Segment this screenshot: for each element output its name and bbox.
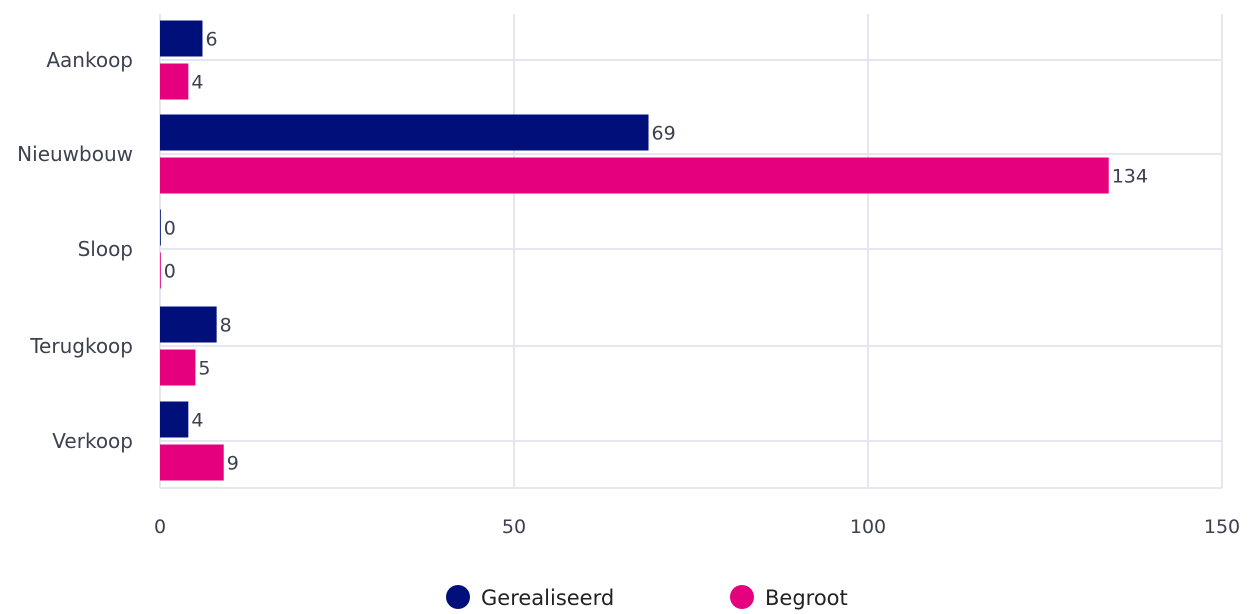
legend-marker	[446, 585, 470, 609]
labels: 0 50 100 150AankoopNieuwbouwSloopTerugkoopV…	[17, 29, 1240, 539]
data-label: 4	[191, 410, 203, 432]
category-label: Nieuwbouw	[17, 142, 133, 166]
legend-marker	[730, 585, 754, 609]
data-label: 0	[164, 261, 176, 283]
legend-label: Begroot	[765, 586, 848, 610]
legend[interactable]: Gerealiseerd Begroot	[446, 585, 848, 610]
category-label: Sloop	[78, 237, 133, 261]
bar-gerealiseerd	[160, 209, 161, 246]
bar-gerealiseerd	[160, 401, 189, 438]
gridlines	[159, 14, 1223, 489]
category-label: Terugkoop	[29, 334, 133, 358]
bar-begroot	[160, 252, 161, 289]
bar-begroot	[160, 157, 1109, 194]
category-label: Aankoop	[46, 48, 133, 72]
category-label: Verkoop	[52, 429, 133, 453]
x-tick-label: 150	[1204, 516, 1240, 538]
legend-item[interactable]: Gerealiseerd	[446, 585, 614, 610]
data-label: 9	[227, 453, 239, 475]
data-label: 6	[205, 29, 217, 51]
data-label: 0	[164, 218, 176, 240]
bar-gerealiseerd	[160, 114, 649, 151]
x-tick-label: 50	[502, 516, 526, 538]
bar-gerealiseerd	[160, 20, 203, 57]
bar-gerealiseerd	[160, 306, 217, 343]
legend-label: Gerealiseerd	[481, 586, 614, 610]
legend-item[interactable]: Begroot	[730, 585, 848, 610]
data-label: 8	[220, 315, 232, 337]
bar-begroot	[160, 63, 189, 100]
bar-begroot	[160, 444, 224, 481]
bars	[160, 20, 1109, 481]
data-label: 4	[191, 72, 203, 94]
bar-begroot	[160, 349, 196, 386]
x-tick-label: 100	[850, 516, 886, 538]
data-label: 134	[1112, 166, 1148, 188]
data-label: 5	[198, 358, 210, 380]
data-label: 69	[652, 123, 676, 145]
x-tick-label: 0	[154, 516, 166, 538]
